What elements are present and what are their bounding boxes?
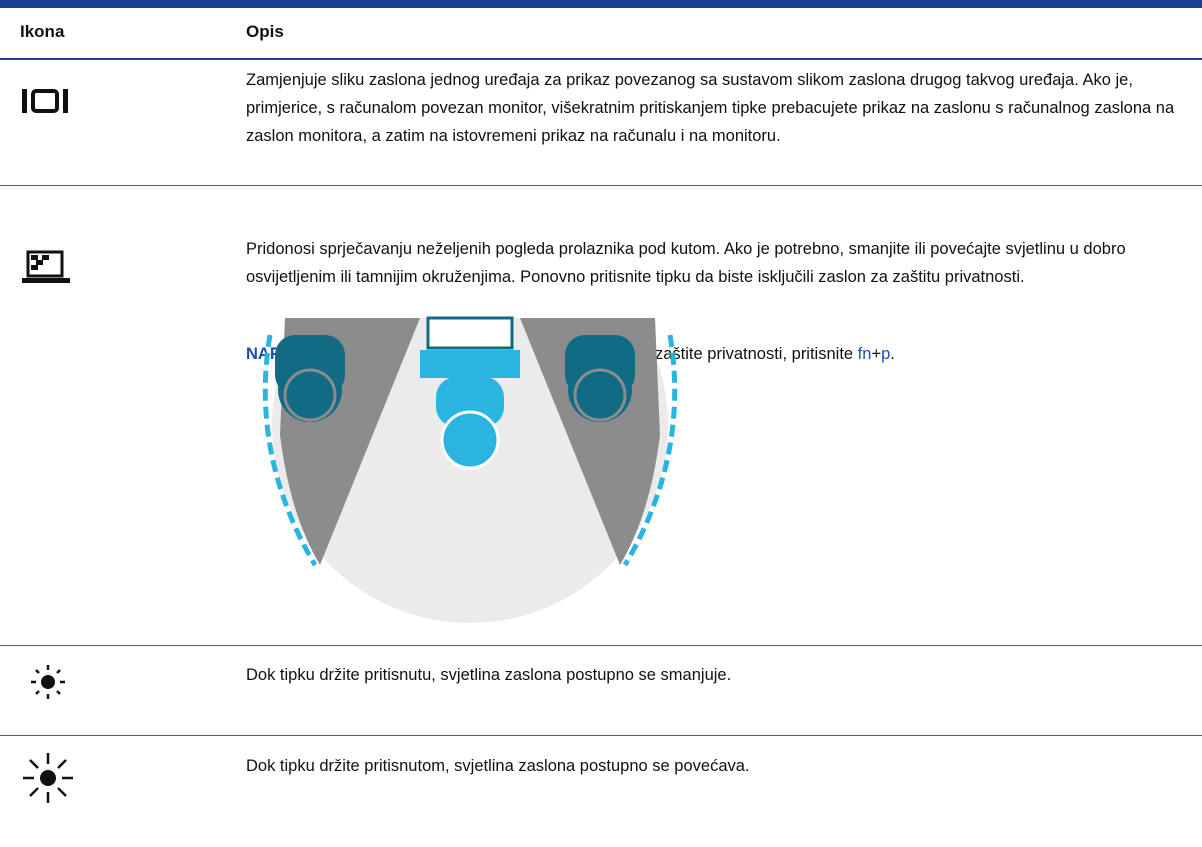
header-rule: [0, 58, 1202, 60]
row-rule: [0, 645, 1202, 646]
row-text: Pridonosi sprječavanju neželjenih pogled…: [246, 240, 1126, 286]
privacy-icon: [22, 250, 70, 283]
row-text: Dok tipku držite pritisnutu, svjetlina z…: [246, 666, 732, 684]
row-text: Zamjenjuje sliku zaslona jednog uređaja …: [246, 71, 1175, 145]
row-rule: [0, 185, 1202, 186]
header-icon: Ikona: [20, 22, 65, 41]
period: .: [890, 345, 895, 363]
key: p: [881, 345, 891, 363]
top-bar: [0, 0, 1202, 8]
header-description: Opis: [246, 22, 284, 41]
row-text: Dok tipku držite pritisnutom, svjetlina …: [246, 757, 750, 775]
brightness-up-icon: [23, 753, 73, 803]
brightness-down-icon: [31, 665, 65, 699]
key: fn: [857, 345, 872, 363]
plus: +: [871, 345, 882, 363]
row-rule: [0, 735, 1202, 736]
switch-display-icon: [22, 89, 68, 113]
privacy-illustration: [262, 316, 678, 623]
